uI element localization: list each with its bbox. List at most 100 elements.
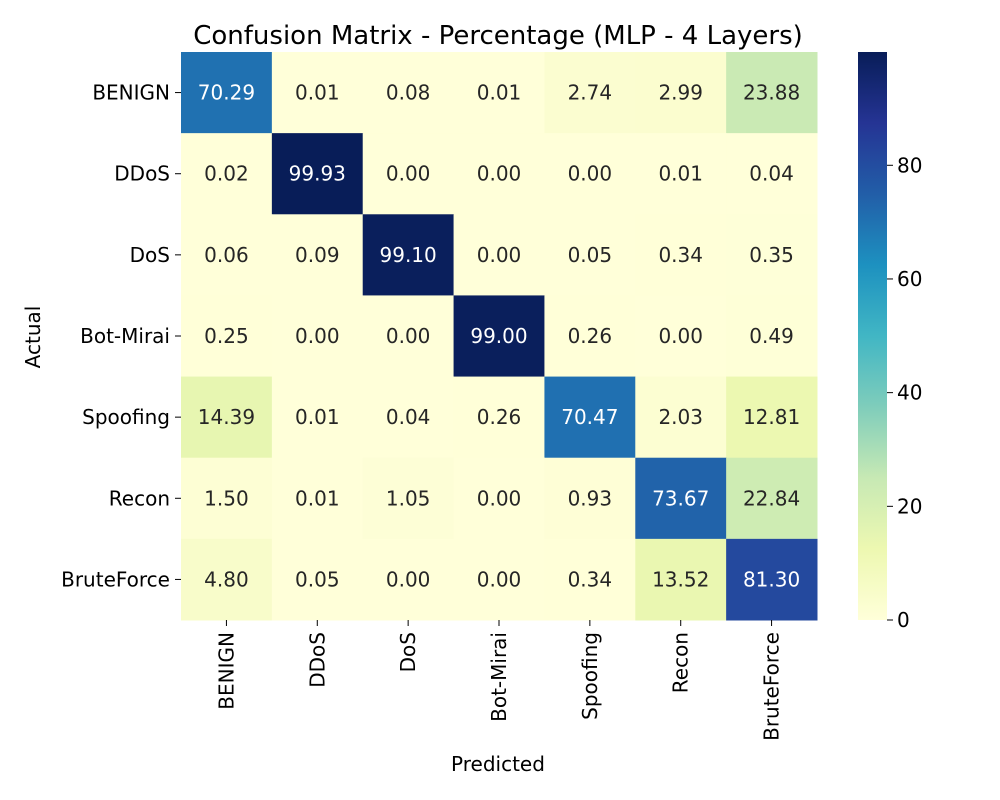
x-tick-label: BENIGN — [214, 632, 238, 710]
heatmap-cell — [181, 133, 273, 215]
heatmap-cell — [453, 538, 545, 621]
heatmap-cell — [271, 457, 364, 540]
cell-value-label: 0.25 — [204, 324, 249, 348]
colorbar-tick-label: 60 — [897, 267, 922, 291]
heatmap-cell — [544, 214, 636, 296]
cell-value-label: 4.80 — [204, 567, 249, 591]
x-tick-label: Bot-Mirai — [487, 632, 511, 722]
cell-value-label: 0.00 — [295, 324, 340, 348]
y-tick-label: Recon — [109, 486, 170, 510]
cell-value-label: 81.30 — [743, 567, 800, 591]
heatmap-cell — [726, 52, 818, 134]
y-tick-label: Bot-Mirai — [80, 324, 170, 348]
cell-value-label: 0.01 — [295, 81, 340, 105]
cell-value-label: 0.00 — [386, 567, 431, 591]
x-axis-label: Predicted — [451, 752, 545, 776]
y-tick-label: Spoofing — [82, 405, 170, 429]
y-tick-label: DDoS — [114, 162, 170, 186]
cell-value-label: 0.05 — [568, 243, 613, 267]
y-axis-label: Actual — [21, 306, 45, 369]
heatmap-cell — [181, 538, 273, 621]
cell-value-label: 0.06 — [204, 243, 249, 267]
heatmap-cell — [544, 52, 636, 134]
cell-value-label: 0.08 — [386, 81, 431, 105]
cell-value-label: 70.47 — [561, 405, 618, 429]
cell-value-label: 14.39 — [198, 405, 255, 429]
x-tick-label: DDoS — [305, 632, 329, 688]
heatmap-cell — [181, 52, 273, 134]
cell-value-label: 0.04 — [749, 162, 794, 186]
heatmap-cell — [544, 295, 636, 378]
colorbar — [858, 52, 887, 620]
cell-value-label: 0.01 — [658, 162, 703, 186]
cell-value-label: 0.00 — [386, 324, 431, 348]
heatmap-cell — [362, 214, 455, 296]
x-axis-ticks: BENIGN DDoS DoS Bot-Mirai Spoofing Recon Brute… — [214, 620, 784, 741]
heatmap-cell — [544, 133, 636, 215]
x-tick-label: DoS — [396, 632, 420, 672]
y-tick-label: BruteForce — [61, 567, 170, 591]
heatmap-cells — [181, 52, 818, 621]
cell-value-label: 73.67 — [652, 486, 709, 510]
heatmap-cell — [544, 376, 636, 459]
y-tick-label: BENIGN — [92, 81, 170, 105]
cell-value-label: 0.02 — [204, 162, 249, 186]
cell-value-label: 2.99 — [658, 81, 703, 105]
heatmap-cell — [362, 376, 455, 459]
cell-value-label: 99.93 — [289, 162, 346, 186]
cell-value-label: 0.00 — [477, 567, 522, 591]
heatmap-cell — [362, 457, 455, 540]
heatmap-cell — [181, 457, 273, 540]
cell-value-label: 0.26 — [568, 324, 613, 348]
heatmap-cell — [635, 376, 727, 459]
heatmap-cell — [362, 52, 455, 134]
cell-value-label: 0.34 — [658, 243, 703, 267]
heatmap-cell — [726, 214, 818, 296]
heatmap-cell — [635, 133, 727, 215]
cell-value-label: 0.35 — [749, 243, 794, 267]
cell-value-label: 13.52 — [652, 567, 709, 591]
cell-value-label: 70.29 — [198, 81, 255, 105]
heatmap-cell — [726, 538, 818, 621]
heatmap-cell — [181, 376, 273, 459]
heatmap-cell — [453, 295, 545, 378]
heatmap-cell — [271, 376, 364, 459]
heatmap-cell — [271, 538, 364, 621]
cell-value-label: 0.05 — [295, 567, 340, 591]
heatmap-cell-labels: 70.29 0.01 0.08 0.01 2.74 2.99 23.88 0.02 99.93 0… — [198, 81, 800, 592]
heatmap-cell — [362, 133, 455, 215]
colorbar-tick-label: 20 — [897, 494, 922, 518]
cell-value-label: 0.26 — [477, 405, 522, 429]
heatmap-cell — [635, 457, 727, 540]
heatmap-cell — [181, 214, 273, 296]
x-tick-label: Spoofing — [578, 632, 602, 720]
heatmap-cell — [726, 133, 818, 215]
cell-value-label: 0.49 — [749, 324, 794, 348]
colorbar-tick-label: 40 — [897, 381, 922, 405]
cell-value-label: 0.04 — [386, 405, 431, 429]
heatmap-cell — [362, 295, 455, 378]
cell-value-label: 2.74 — [568, 81, 613, 105]
cell-value-label: 99.10 — [380, 243, 437, 267]
heatmap-cell — [453, 52, 545, 134]
cell-value-label: 0.01 — [295, 486, 340, 510]
cell-value-label: 23.88 — [743, 81, 800, 105]
heatmap-cell — [635, 52, 727, 134]
cell-value-label: 0.00 — [477, 486, 522, 510]
heatmap-cell — [726, 376, 818, 459]
colorbar-ticks: 0 20 40 60 80 — [887, 153, 922, 632]
colorbar-tick-label: 0 — [897, 608, 910, 632]
y-tick-label: DoS — [130, 243, 170, 267]
heatmap-cell — [635, 295, 727, 378]
heatmap-cell — [726, 295, 818, 378]
cell-value-label: 1.05 — [386, 486, 431, 510]
cell-value-label: 0.00 — [477, 162, 522, 186]
heatmap-cell — [635, 214, 727, 296]
heatmap-cell — [544, 538, 636, 621]
cell-value-label: 0.00 — [568, 162, 613, 186]
cell-value-label: 22.84 — [743, 486, 800, 510]
x-tick-label: BruteForce — [760, 632, 784, 741]
heatmap-cell — [635, 538, 727, 621]
heatmap-cell — [362, 538, 455, 621]
